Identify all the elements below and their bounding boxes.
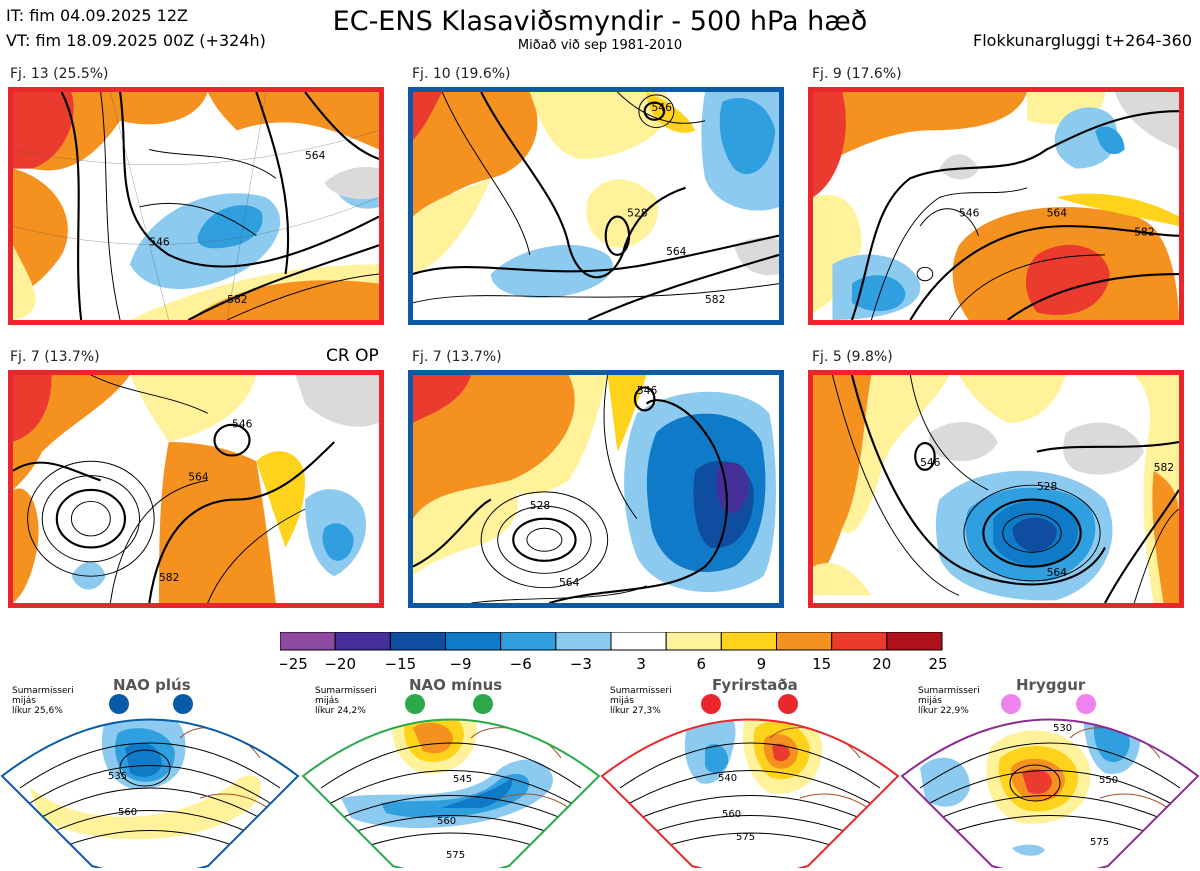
- page-title: EC-ENS Klasaviðsmyndir - 500 hPa hæð: [332, 6, 868, 37]
- regime-map-nao-minus: 545 560 575: [301, 678, 601, 868]
- regime-info: Sumarmisseri mijás líkur 25,6%: [12, 686, 74, 716]
- regime-info: Sumarmisseri mijás líkur 24,2%: [315, 686, 377, 716]
- cluster-map-4: 546 564 582: [8, 370, 384, 608]
- colorbar-segment: [389, 632, 447, 651]
- contour-label: 564: [305, 149, 326, 162]
- contour-label: 528: [1037, 480, 1058, 493]
- colorbar-tick-label: 25: [928, 655, 947, 673]
- cluster-label: Fj. 7 (13.7%): [412, 349, 502, 365]
- contour-label: 582: [705, 293, 725, 306]
- contour-label: 575: [446, 850, 465, 861]
- contour-label: 530: [1053, 723, 1072, 734]
- contour-label: 546: [637, 384, 658, 397]
- cluster-label: Fj. 7 (13.7%): [10, 349, 100, 365]
- operational-run-marker: CR OP: [326, 346, 379, 366]
- colorbar-tick-label: 3: [636, 655, 646, 673]
- colorbar-segment: [831, 632, 888, 651]
- contour-label: 564: [666, 245, 687, 258]
- contour-label: 540: [718, 773, 737, 784]
- colorbar-tick-label: 9: [757, 655, 767, 673]
- cluster-label: Fj. 9 (17.6%): [812, 66, 902, 82]
- contour-label: 528: [530, 499, 551, 512]
- contour-label: 546: [149, 235, 170, 248]
- colorbar-tick-label: 6: [696, 655, 706, 673]
- colorbar-segment: [280, 632, 336, 651]
- contour-label: 560: [118, 807, 137, 818]
- contour-label: 546: [232, 418, 253, 431]
- colorbar-tick-label: −3: [570, 655, 592, 673]
- contour-label: 582: [1134, 226, 1154, 239]
- colorbar-tick-label: −6: [510, 655, 532, 673]
- regime-map-nao-plus: 535 560: [0, 678, 300, 868]
- init-time: IT: fim 04.09.2025 12Z: [6, 6, 188, 25]
- contour-label: 546: [651, 101, 672, 114]
- colorbar-tick-label: −20: [324, 655, 356, 673]
- cluster-label: Fj. 13 (25.5%): [10, 66, 109, 82]
- colorbar-segment: [334, 632, 391, 651]
- contour-label: 528: [627, 207, 648, 220]
- classification-window: Flokkunargluggi t+264-360: [973, 31, 1192, 50]
- cluster-map-5: 528 546 564: [408, 370, 784, 608]
- colorbar-segment: [886, 632, 943, 651]
- valid-time: VT: fim 18.09.2025 00Z (+324h): [6, 31, 266, 50]
- contour-label: 546: [920, 456, 941, 469]
- regime-map-ridge: 530 550 575: [900, 678, 1200, 868]
- contour-label: 564: [1047, 207, 1068, 220]
- colorbar-tick-label: −15: [385, 655, 417, 673]
- contour-label: 560: [722, 809, 741, 820]
- cluster-label: Fj. 5 (9.8%): [812, 349, 893, 365]
- contour-label: 545: [453, 774, 472, 785]
- colorbar-segment: [776, 632, 833, 651]
- contour-label: 546: [959, 207, 980, 220]
- colorbar-segment: [665, 632, 722, 651]
- regime-name: Hryggur: [1016, 676, 1086, 694]
- regime-info: Sumarmisseri mijás líkur 22,9%: [918, 686, 980, 716]
- colorbar-tick-label: 20: [872, 655, 891, 673]
- colorbar-segment: [555, 632, 612, 651]
- contour-label: 550: [1099, 775, 1118, 786]
- cluster-map-2: 528 546 564 582: [408, 87, 784, 325]
- contour-label: 564: [188, 470, 209, 483]
- regime-name: NAO plús: [113, 676, 191, 694]
- cluster-label: Fj. 10 (19.6%): [412, 66, 511, 82]
- cluster-map-6: 528 546 564 582: [808, 370, 1184, 608]
- colorbar-segment: [610, 632, 667, 651]
- regime-map-blocking: 540 560 575: [600, 678, 900, 868]
- regime-name: Fyrirstaða: [712, 676, 798, 694]
- colorbar: −25 −20 −15 −9 −6 −3 3 6 9 15 20 25: [280, 632, 950, 676]
- colorbar-tick-label: 15: [812, 655, 831, 673]
- contour-label: 582: [159, 571, 179, 584]
- contour-label: 575: [1090, 837, 1109, 848]
- contour-label: 582: [227, 293, 247, 306]
- colorbar-segment: [445, 632, 502, 651]
- colorbar-tick-label: −25: [280, 655, 308, 673]
- contour-label: 564: [1047, 566, 1068, 579]
- cluster-map-1: 546 564 582: [8, 87, 384, 325]
- cluster-map-3: 546 564 582: [808, 87, 1184, 325]
- colorbar-segment: [500, 632, 557, 651]
- regime-info: Sumarmisseri mijás líkur 27,3%: [610, 686, 672, 716]
- page-subtitle: Miðað við sep 1981-2010: [517, 38, 683, 53]
- contour-label: 575: [736, 832, 755, 843]
- contour-label: 564: [559, 576, 580, 589]
- colorbar-tick-label: −9: [449, 655, 471, 673]
- colorbar-segment: [720, 632, 778, 651]
- regime-name: NAO mínus: [409, 676, 503, 694]
- contour-label: 582: [1154, 461, 1174, 474]
- contour-label: 560: [437, 816, 456, 827]
- contour-label: 535: [108, 771, 127, 782]
